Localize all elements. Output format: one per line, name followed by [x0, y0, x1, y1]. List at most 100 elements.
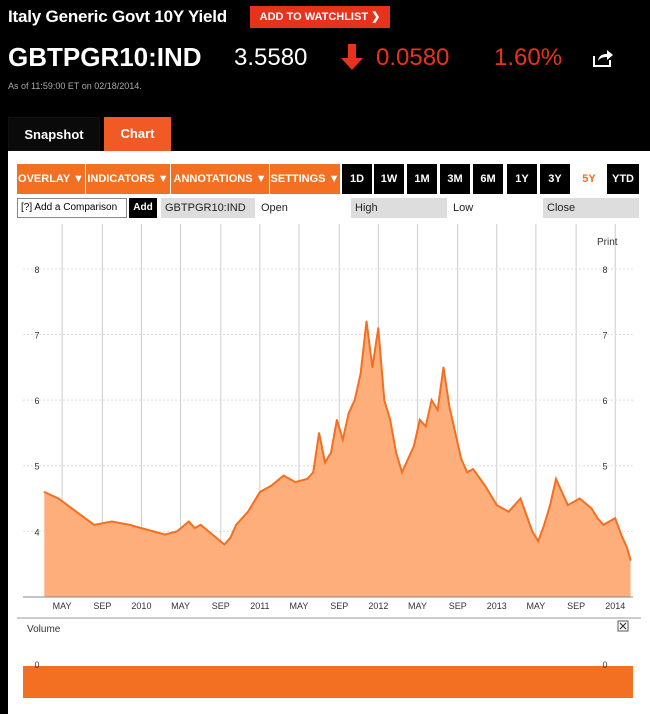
data-point [484, 484, 486, 487]
data-point [359, 373, 362, 375]
data-point [460, 458, 463, 460]
range-3m[interactable]: 3M [440, 164, 470, 194]
price-area [44, 321, 631, 597]
overlay-menu[interactable]: OVERLAY ▼ [17, 164, 86, 194]
data-point [235, 524, 237, 526]
tab-snapshot[interactable]: Snapshot [8, 117, 100, 151]
data-point [193, 527, 196, 529]
data-point [176, 530, 178, 533]
data-point [43, 491, 46, 493]
data-point [389, 419, 392, 421]
as-of-timestamp: As of 11:59:00 ET on 02/18/2014. [8, 81, 142, 91]
volume-tick-right: 0 [602, 660, 607, 670]
x-tick-label: MAY [526, 601, 545, 611]
close-icon-glyph [619, 622, 627, 630]
volume-bars [23, 666, 633, 698]
data-point [111, 520, 113, 523]
data-point [324, 461, 326, 464]
data-point [57, 497, 60, 500]
share-icon[interactable] [592, 48, 614, 68]
indicators-menu[interactable]: INDICATORS ▼ [86, 164, 171, 194]
x-tick-label: MAY [171, 601, 190, 611]
down-arrow-icon [341, 44, 363, 70]
range-ytd[interactable]: YTD [607, 164, 639, 194]
volume-label: Volume [27, 624, 61, 635]
data-point [93, 524, 95, 526]
data-point [247, 510, 249, 513]
data-point [466, 471, 469, 474]
data-point [377, 327, 380, 329]
range-1y[interactable]: 1Y [507, 164, 537, 194]
price-change: 0.0580 [376, 44, 450, 71]
data-point [454, 432, 457, 434]
range-3y[interactable]: 3Y [540, 164, 570, 194]
data-point [282, 474, 285, 477]
y-tick-label-left: 6 [34, 396, 39, 406]
data-point [371, 366, 374, 369]
range-5y[interactable]: 5Y [574, 164, 604, 194]
add-comparison-button[interactable]: Add [129, 198, 157, 218]
comparison-row: [?] Add a Comparison Add GBTPGR10:IND Op… [17, 198, 639, 218]
data-point [395, 451, 397, 454]
data-point [424, 425, 427, 428]
x-tick-label: 2010 [131, 601, 151, 611]
x-tick-label: MAY [53, 601, 72, 611]
price-chart: 4455667788MAYSEP2010MAYSEP2011MAYSEP2012… [17, 224, 641, 704]
data-point [626, 547, 628, 549]
data-point [383, 399, 386, 401]
data-point [596, 517, 599, 519]
data-point [211, 533, 214, 536]
settings-menu[interactable]: SETTINGS ▼ [270, 164, 341, 194]
y-tick-label-right: 8 [602, 265, 607, 275]
x-tick-label: 2012 [368, 601, 388, 611]
data-point [199, 524, 202, 526]
data-point [436, 409, 439, 411]
x-tick-label: 2013 [487, 601, 507, 611]
data-point [342, 438, 344, 441]
range-1d[interactable]: 1D [342, 164, 372, 194]
data-point [555, 478, 557, 480]
x-tick-label: SEP [449, 601, 467, 611]
data-point [413, 445, 415, 447]
data-point [543, 524, 545, 526]
open-label: Open [261, 202, 288, 214]
add-comparison-input[interactable]: [?] Add a Comparison [17, 198, 127, 218]
chevron-right-icon: ❯ [371, 11, 381, 23]
data-point [537, 540, 539, 542]
data-point [561, 491, 563, 493]
y-tick-label-right: 7 [602, 330, 607, 340]
range-1m[interactable]: 1M [407, 164, 437, 194]
data-point [472, 468, 474, 470]
tab-chart[interactable]: Chart [104, 117, 171, 151]
data-point [590, 507, 593, 510]
data-point [519, 497, 522, 500]
data-point [259, 491, 261, 493]
data-point [152, 530, 155, 533]
data-point [567, 504, 569, 506]
x-tick-label: MAY [408, 601, 427, 611]
page-title: Italy Generic Govt 10Y Yield [8, 7, 227, 26]
data-point [223, 543, 226, 546]
x-tick-label: SEP [93, 601, 111, 611]
range-6m[interactable]: 6M [473, 164, 503, 194]
data-point [496, 504, 498, 506]
y-tick-label-left: 5 [34, 462, 39, 472]
data-point [306, 478, 309, 480]
data-point [365, 320, 368, 323]
print-link[interactable]: Print [597, 237, 618, 248]
data-point [549, 504, 551, 506]
data-point [75, 510, 78, 513]
data-point [629, 559, 632, 561]
annotations-menu[interactable]: ANNOTATIONS ▼ [171, 164, 270, 194]
symbol-label: GBTPGR10:IND [161, 198, 255, 218]
range-1w[interactable]: 1W [374, 164, 404, 194]
x-tick-label: SEP [330, 601, 348, 611]
data-point [602, 524, 605, 526]
high-label: High [351, 198, 447, 218]
data-point [312, 471, 315, 474]
add-to-watchlist-button[interactable]: ADD TO WATCHLIST ❯ [250, 6, 390, 28]
x-tick-label: 2011 [250, 601, 269, 611]
watchlist-label: ADD TO WATCHLIST [259, 11, 369, 23]
data-point [347, 412, 350, 414]
data-point [336, 419, 338, 421]
